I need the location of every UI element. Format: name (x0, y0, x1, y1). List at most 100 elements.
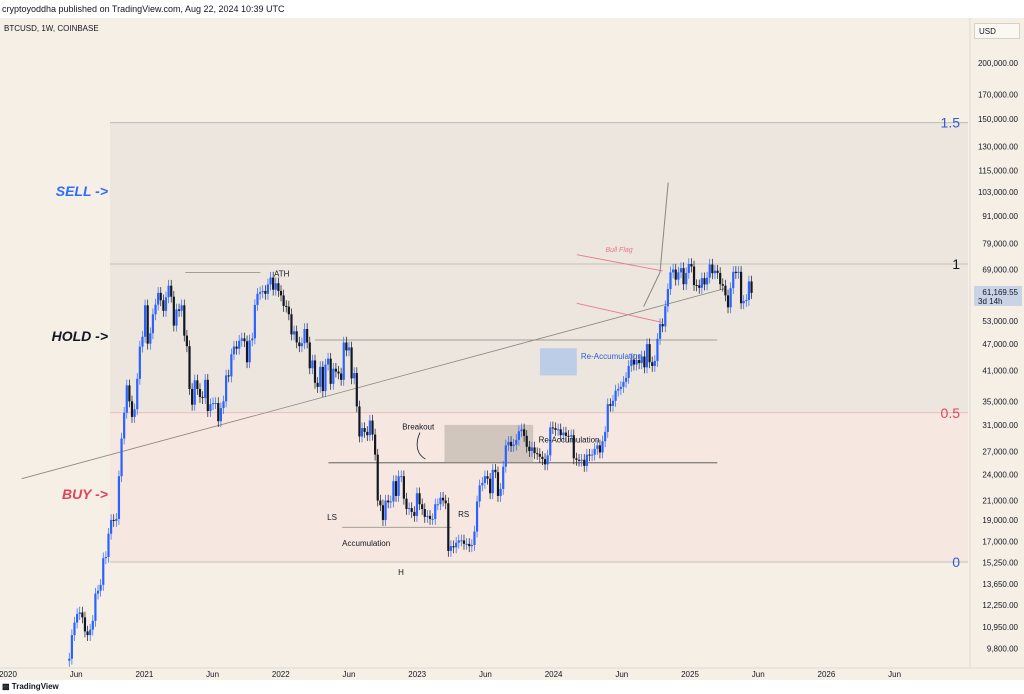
candle-body (107, 533, 110, 557)
candle-body (596, 445, 599, 449)
candle-body (400, 476, 403, 478)
candle-body (366, 431, 369, 436)
candle-body (583, 459, 586, 466)
candle-body (222, 401, 225, 409)
candle-body (96, 590, 100, 594)
time-tick-label: Jun (888, 670, 901, 679)
candle-body (698, 285, 701, 288)
candle-body (598, 445, 602, 453)
currency-button[interactable]: USD (974, 23, 1020, 39)
candle-body (734, 271, 737, 273)
candle-body (711, 264, 714, 274)
candle-body (729, 288, 732, 308)
buy-zone-background (110, 412, 968, 562)
candle-body (381, 505, 385, 520)
price-tick-label: 79,000.00 (982, 239, 1018, 248)
head-label: H (398, 568, 404, 577)
candle-body (219, 408, 222, 422)
candle-body (439, 497, 442, 505)
candle-body (407, 508, 411, 510)
candle-body (177, 309, 181, 311)
candle-body (643, 356, 646, 368)
candle-body (196, 380, 199, 389)
candle-body (533, 447, 536, 454)
candle-body (614, 390, 617, 401)
candle-body (737, 271, 740, 273)
candle-body (695, 285, 698, 287)
candle-body (308, 342, 311, 369)
candle-body (551, 427, 554, 429)
candle-body (632, 359, 636, 365)
candle-body (125, 385, 128, 413)
candle-body (658, 324, 662, 339)
candle-body (627, 365, 630, 378)
candle-body (159, 292, 162, 301)
candle-body (146, 305, 149, 344)
candle-body (645, 344, 649, 368)
candle-body (585, 454, 588, 466)
candle-body (672, 269, 675, 273)
candle-body (483, 476, 487, 483)
candle-body (679, 268, 683, 273)
time-tick-label: 2024 (545, 670, 563, 679)
candle-body (470, 545, 473, 547)
candle-body (329, 358, 332, 384)
price-chart[interactable]: 1.5 1 0.5 0 SELL -> HOLD -> BUY -> ATH Bull Flag… (0, 18, 1024, 680)
candle-body (272, 277, 275, 290)
candle-body (397, 476, 400, 496)
candle-body (426, 515, 429, 517)
candle-body (353, 372, 356, 379)
time-tick-label: 2025 (681, 670, 699, 679)
candle-body (523, 429, 526, 436)
candle-body (588, 454, 591, 456)
candle-body (494, 469, 497, 473)
candle-body (664, 306, 667, 327)
candle-body (457, 540, 460, 543)
candle-body (499, 488, 502, 496)
candle-body (112, 519, 115, 521)
candle-body (423, 509, 426, 517)
tradingview-footer: ▩ TradingView (0, 680, 1024, 694)
candle-body (76, 614, 79, 623)
price-tick-label: 12,250.00 (982, 601, 1018, 610)
buy-zone-label: BUY -> (62, 486, 108, 502)
candle-body (666, 289, 669, 307)
candle-body (185, 335, 189, 347)
candle-body (130, 401, 134, 417)
candle-body (541, 456, 544, 460)
candle-body (143, 305, 147, 337)
candle-body (347, 347, 351, 351)
candle-body (520, 429, 523, 432)
candle-body (319, 366, 322, 387)
candle-body (428, 515, 432, 519)
chart-area[interactable]: BTCUSD, 1W, COINBASE USD 1.5 1 0.5 0 SELL ->… (0, 18, 1024, 680)
candle-body (123, 412, 126, 439)
candle-body (240, 338, 243, 341)
candle-body (509, 441, 513, 447)
candle-body (211, 403, 215, 405)
price-tick-label: 53,000.00 (982, 317, 1018, 326)
candle-body (577, 459, 581, 461)
candle-body (387, 500, 390, 503)
candle-body (290, 314, 293, 335)
projection-line-1 (643, 272, 661, 307)
candle-body (115, 518, 118, 521)
candle-body (593, 448, 596, 455)
candle-body (78, 612, 81, 615)
candle-body (656, 338, 659, 361)
candle-body (713, 270, 717, 274)
candle-body (274, 283, 277, 290)
price-tick-label: 9,800.00 (987, 644, 1019, 653)
candle-body (517, 431, 520, 440)
candle-body (441, 497, 445, 501)
candle-body (415, 493, 419, 516)
candle-body (133, 409, 136, 417)
candle-body (138, 346, 141, 379)
candle-body (436, 504, 439, 506)
time-tick-label: Jun (615, 670, 628, 679)
price-tick-label: 13,650.00 (982, 580, 1018, 589)
candle-body (444, 500, 447, 504)
candle-body (481, 482, 484, 486)
candle-body (661, 324, 664, 327)
candle-body (434, 504, 437, 519)
